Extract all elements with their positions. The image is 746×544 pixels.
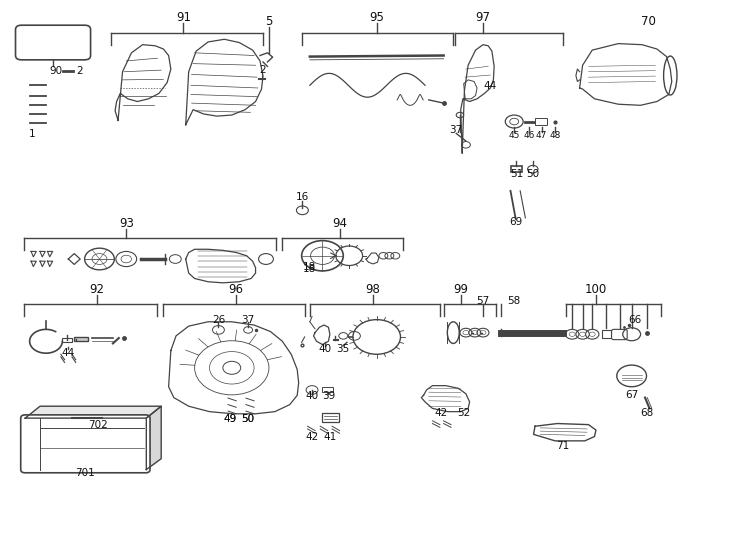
Text: 68: 68 [640,407,653,418]
Text: 100: 100 [585,283,607,296]
Text: 66: 66 [628,314,642,325]
Text: 71: 71 [556,441,569,452]
Text: 39: 39 [322,392,335,401]
Text: 52: 52 [457,407,470,418]
Text: 69: 69 [509,217,522,227]
Text: 41: 41 [323,432,336,442]
Text: 18: 18 [303,262,316,271]
Text: 42: 42 [435,407,448,418]
FancyBboxPatch shape [21,415,150,473]
Text: 42: 42 [305,432,319,442]
Text: 45: 45 [509,131,520,140]
Text: 49: 49 [224,414,237,424]
Bar [322,413,339,423]
Text: 50: 50 [526,169,539,179]
Text: 2: 2 [76,66,83,76]
Text: 46: 46 [524,131,535,140]
Text: 93: 93 [119,217,134,230]
Text: 57: 57 [477,296,489,306]
Text: 50: 50 [242,414,254,424]
Bar [602,330,611,338]
Text: 96: 96 [228,283,243,296]
Text: 91: 91 [176,11,191,24]
Text: 701: 701 [75,468,95,478]
FancyBboxPatch shape [16,25,90,60]
Bar [511,166,521,172]
Text: 92: 92 [89,283,104,296]
Text: 40: 40 [318,344,331,354]
Text: 50: 50 [242,414,254,424]
Polygon shape [146,406,161,469]
Bar [131,438,145,448]
Text: 26: 26 [212,314,225,325]
Bar [535,118,547,125]
Text: 40: 40 [306,392,319,401]
Text: 18: 18 [303,264,316,274]
Bar [30,438,43,448]
Text: 37: 37 [450,125,463,135]
Text: 58: 58 [507,296,521,306]
Text: 97: 97 [475,11,491,24]
Polygon shape [25,406,161,418]
Text: 49: 49 [224,414,237,424]
FancyBboxPatch shape [612,329,627,339]
Text: 98: 98 [366,283,380,296]
Bar [75,416,98,421]
Text: 5: 5 [266,15,272,28]
Text: 35: 35 [336,344,350,354]
Text: 51: 51 [510,169,523,179]
Text: 1: 1 [29,129,36,139]
Text: 44: 44 [62,348,75,358]
Bar [322,387,333,392]
Text: 702: 702 [88,420,108,430]
Text: 44: 44 [483,82,496,91]
Text: 94: 94 [332,217,347,230]
Text: 67: 67 [625,390,639,400]
Text: 90: 90 [49,66,62,76]
Text: 99: 99 [454,283,468,296]
Text: 47: 47 [536,131,548,140]
Text: 48: 48 [549,131,561,140]
Text: 70: 70 [641,15,656,28]
Text: 37: 37 [242,314,255,325]
Bar [63,338,72,342]
Text: 16: 16 [295,193,309,202]
Bar [74,337,87,341]
Text: 2: 2 [260,65,266,75]
Text: 95: 95 [369,11,384,24]
